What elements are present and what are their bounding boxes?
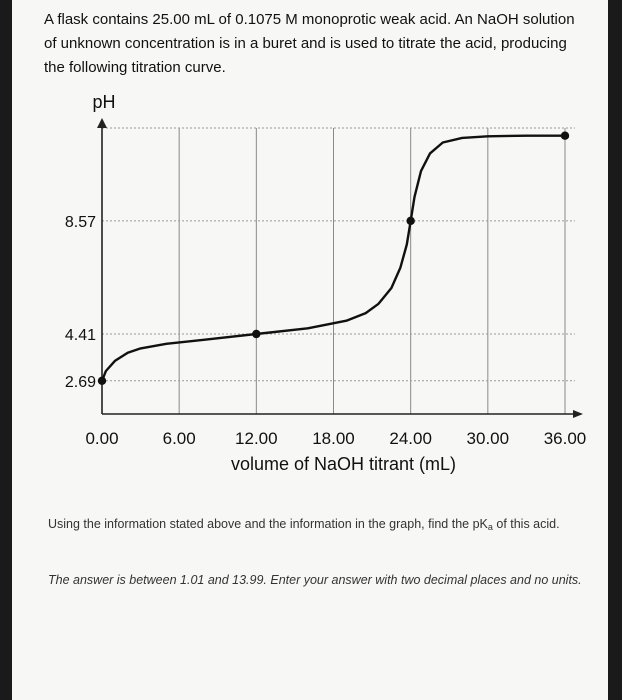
y-axis-label: pH (92, 92, 115, 112)
x-axis-arrow-icon (573, 410, 583, 418)
y-tick-label: 2.69 (65, 374, 96, 391)
question-text-pre: Using the information stated above and t… (48, 517, 488, 531)
y-axis-arrow-icon (97, 118, 107, 128)
y-tick-label: 4.41 (65, 327, 96, 344)
question-card: A flask contains 25.00 mL of 0.1075 M mo… (12, 0, 608, 700)
curve-point (97, 376, 107, 385)
x-tick-label: 0.00 (85, 429, 118, 448)
x-tick-label: 36.00 (544, 429, 587, 448)
problem-statement: A flask contains 25.00 mL of 0.1075 M mo… (44, 11, 575, 76)
answer-instructions: The answer is between 1.01 and 13.99. En… (48, 573, 582, 587)
x-tick-label: 30.00 (467, 429, 510, 448)
titration-chart: pH 2.69 4.41 8.57 0.00 6.00 12.00 18.00 24.00 30.… (65, 92, 587, 474)
y-tick-label: 8.57 (65, 214, 96, 231)
curve-point (252, 329, 261, 339)
x-tick-label: 12.00 (235, 429, 278, 448)
question-subscript: a (487, 522, 493, 532)
x-tick-label: 24.00 (389, 429, 432, 448)
x-tick-label: 18.00 (312, 429, 355, 448)
question-text-post: of this acid. (492, 517, 560, 531)
x-tick-label: 6.00 (163, 429, 196, 448)
curve-point (406, 216, 415, 226)
question-prompt: Using the information stated above and t… (48, 514, 588, 537)
curve-point (560, 131, 570, 140)
titration-curve (100, 134, 565, 382)
x-axis-label: volume of NaOH titrant (mL) (231, 454, 456, 474)
